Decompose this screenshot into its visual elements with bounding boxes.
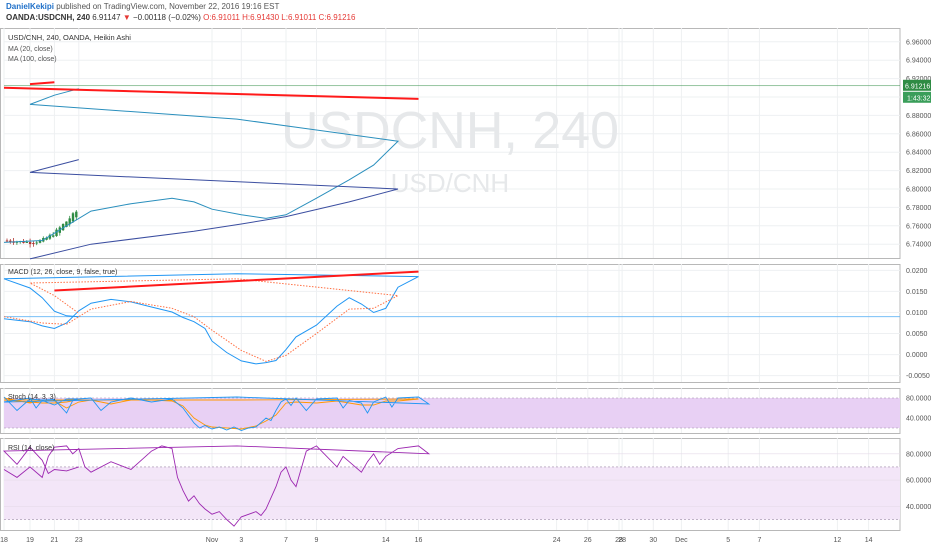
x-axis-label: 24 xyxy=(553,537,561,544)
x-axis-label: 30 xyxy=(649,537,657,544)
x-axis-label: Dec xyxy=(675,537,688,544)
ohlc-high: H:6.91430 xyxy=(242,13,280,22)
symbol-label: OANDA:USDCNH, 240 xyxy=(6,13,91,22)
candle-body xyxy=(61,223,65,231)
ohlc-low: L:6.91011 xyxy=(281,13,317,22)
x-axis-label: Nov xyxy=(206,537,219,544)
candle-body xyxy=(65,221,68,228)
candle-body xyxy=(22,241,25,243)
x-axis-label: 7 xyxy=(757,537,761,544)
stoch-k-line xyxy=(3,396,431,431)
x-axis-label: 3 xyxy=(239,537,243,544)
macd-panel-title: MACD (12, 26, close, 9, false, true) xyxy=(8,269,117,276)
stoch-tick-label: 80.0000 xyxy=(906,396,931,403)
price-tick-label: 6.88000 xyxy=(906,113,931,120)
x-axis-label: 23 xyxy=(75,537,83,544)
panel-frame-1 xyxy=(0,28,901,259)
publish-info: published on TradingView.com, November 2… xyxy=(56,2,280,11)
candle-body xyxy=(75,211,78,218)
candle-body xyxy=(9,240,12,242)
ma100-line xyxy=(29,159,399,260)
price-tick-label: 6.84000 xyxy=(906,150,931,157)
macd-tick-label: 0.0200 xyxy=(906,268,928,275)
x-axis-label: 26 xyxy=(584,537,592,544)
x-axis-label: 12 xyxy=(834,537,842,544)
macd-line xyxy=(3,273,419,365)
candle-body xyxy=(68,218,71,225)
last-price: 6.91147 xyxy=(92,13,121,22)
candle-body xyxy=(55,229,58,237)
chart-header: DanielKekipi published on TradingView.co… xyxy=(0,0,932,24)
x-axis-label: 21 xyxy=(51,537,59,544)
last-price-badge-text: 6.91216 xyxy=(905,83,930,90)
rsi-panel-title: RSI (14, close) xyxy=(8,445,54,452)
author-link[interactable]: DanielKekipi xyxy=(6,2,55,11)
watermark-main: USDCNH, 240 xyxy=(281,102,619,160)
candle-body xyxy=(25,241,28,243)
candle-body xyxy=(15,241,19,243)
x-axis-label: 7 xyxy=(284,537,288,544)
macd-tick-label: 0.0000 xyxy=(906,352,928,359)
last-price-badge xyxy=(903,79,931,91)
stoch-tick-label: 40.0000 xyxy=(906,416,931,423)
x-axis-label: 28 xyxy=(615,537,623,544)
x-axis-label: 18 xyxy=(0,537,8,544)
candle-body xyxy=(71,213,75,222)
rsi-line xyxy=(2,445,431,527)
price-tick-label: 6.92000 xyxy=(906,76,931,83)
price-tick-label: 6.76000 xyxy=(906,223,931,230)
stoch-band xyxy=(4,398,900,428)
candle-body xyxy=(5,240,9,242)
price-tick-label: 6.86000 xyxy=(906,131,931,138)
price-tick-label: 6.80000 xyxy=(906,187,931,194)
ma20-legend: MA (20, close) xyxy=(8,46,53,53)
price-tick-label: 6.78000 xyxy=(906,205,931,212)
change-arrow: ▼ xyxy=(122,13,131,22)
rsi-band xyxy=(4,466,900,520)
candle-body xyxy=(28,242,32,244)
ma20-line xyxy=(3,88,400,243)
ohlc-line: OANDA:USDCNH, 240 6.91147 ▼ −0.00118 (−0… xyxy=(6,13,355,22)
x-axis-label: 16 xyxy=(415,537,423,544)
rsi-tick-label: 40.0000 xyxy=(906,504,931,511)
x-axis-label: 28 xyxy=(618,537,626,544)
candle-body xyxy=(45,237,48,240)
macd-tick-label: -0.0050 xyxy=(906,373,930,380)
x-axis-label: 19 xyxy=(26,537,34,544)
price-panel-title: USD/CNH, 240, OANDA, Heikin Ashi xyxy=(8,33,131,42)
macd-tick-label: 0.0050 xyxy=(906,331,928,338)
macd-tick-label: 0.0150 xyxy=(906,289,928,296)
panel-frame-2 xyxy=(0,264,901,383)
price-tick-label: 6.94000 xyxy=(906,58,931,65)
stoch-panel-title: Stoch (14, 3, 3) xyxy=(8,394,56,401)
change-value: −0.00118 (−0.02%) xyxy=(132,13,201,22)
signal-line xyxy=(3,278,400,362)
candle-body xyxy=(35,242,38,244)
candle-body xyxy=(52,235,55,237)
rsi-tick-label: 60.0000 xyxy=(906,478,931,485)
price-trend-line-2 xyxy=(29,81,55,86)
price-tick-label: 6.82000 xyxy=(906,168,931,175)
publish-line: DanielKekipi published on TradingView.co… xyxy=(6,2,279,11)
watermark-sub: USD/CNH xyxy=(391,168,509,198)
price-tick-label: 6.96000 xyxy=(906,39,931,46)
price-trend-line-1 xyxy=(3,86,419,100)
rsi-tick-label: 80.0000 xyxy=(906,451,931,458)
x-axis-label: 9 xyxy=(315,537,319,544)
countdown-badge-text: 1:43:32 xyxy=(907,95,930,102)
macd-tick-label: 0.0100 xyxy=(906,310,928,317)
candle-body xyxy=(48,234,52,239)
x-axis-label: 14 xyxy=(382,537,390,544)
candle-body xyxy=(38,240,42,243)
macd-trend-line-1 xyxy=(54,270,419,292)
x-axis-label: 5 xyxy=(726,537,730,544)
price-tick-label: 6.74000 xyxy=(906,242,931,249)
x-axis-label: 14 xyxy=(865,537,873,544)
candle-body xyxy=(32,243,35,245)
ohlc-close: C:6.91216 xyxy=(318,13,356,22)
countdown-badge xyxy=(903,91,931,103)
ohlc-open: O:6.91011 xyxy=(203,13,240,22)
ma100-legend: MA (100, close) xyxy=(8,56,57,63)
